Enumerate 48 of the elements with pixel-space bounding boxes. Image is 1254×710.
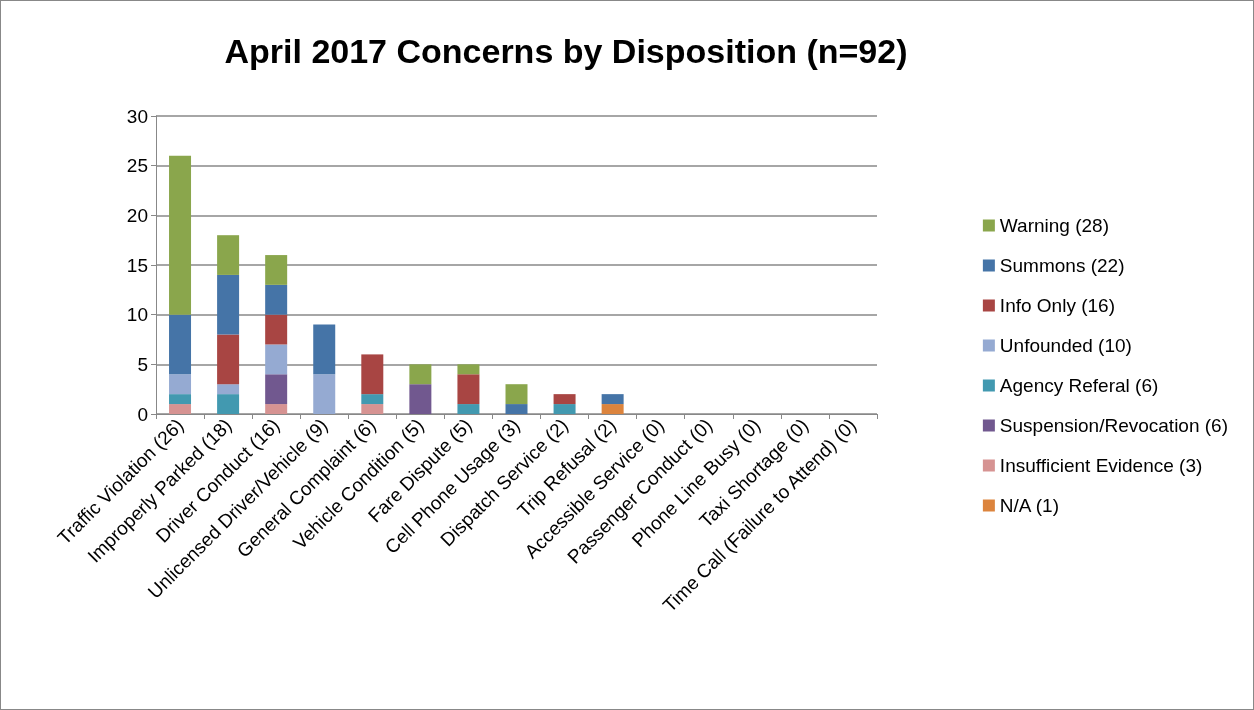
y-tick-label: 0 bbox=[137, 403, 148, 425]
bar bbox=[601, 394, 624, 405]
bar bbox=[409, 364, 432, 385]
bar bbox=[553, 394, 576, 405]
y-tick-label: 20 bbox=[126, 204, 148, 226]
legend-label: Unfounded (10) bbox=[999, 335, 1132, 356]
bar bbox=[265, 255, 288, 285]
legend-label: Warning (28) bbox=[999, 215, 1109, 236]
y-tick-label: 15 bbox=[126, 254, 148, 276]
bar bbox=[457, 374, 480, 405]
bar bbox=[361, 354, 384, 395]
bar bbox=[217, 334, 240, 385]
bar bbox=[601, 404, 624, 414]
legend-label: Info Only (16) bbox=[999, 295, 1115, 316]
bar bbox=[169, 404, 192, 414]
bar bbox=[313, 374, 336, 414]
y-tick-label: 10 bbox=[126, 304, 148, 326]
bar bbox=[505, 404, 528, 414]
bar bbox=[217, 384, 240, 395]
legend-label: Insufficient Evidence (3) bbox=[999, 455, 1203, 476]
bar bbox=[361, 404, 384, 414]
bar bbox=[265, 374, 288, 405]
bar bbox=[265, 314, 288, 345]
legend-label: Agency Referal (6) bbox=[999, 375, 1159, 396]
bar bbox=[361, 394, 384, 405]
chart-title: April 2017 Concerns by Disposition (n=92) bbox=[224, 32, 908, 70]
y-tick-label: 5 bbox=[137, 353, 148, 375]
bar bbox=[553, 404, 576, 414]
legend-label: N/A (1) bbox=[999, 495, 1059, 516]
bar bbox=[217, 235, 240, 275]
bar bbox=[217, 394, 240, 414]
bar bbox=[169, 314, 192, 375]
bar bbox=[169, 155, 192, 315]
bar bbox=[457, 364, 480, 375]
bar bbox=[169, 374, 192, 395]
bar bbox=[169, 394, 192, 405]
y-tick-label: 25 bbox=[126, 155, 148, 177]
bar bbox=[457, 404, 480, 414]
bar bbox=[409, 384, 432, 414]
bar bbox=[313, 324, 336, 375]
bar bbox=[265, 284, 288, 315]
legend-label: Summons (22) bbox=[999, 255, 1125, 276]
bar bbox=[265, 404, 288, 414]
bar bbox=[217, 274, 240, 335]
bar bbox=[265, 344, 288, 375]
legend-label: Suspension/Revocation (6) bbox=[999, 415, 1229, 436]
y-tick-label: 30 bbox=[126, 105, 148, 127]
bar bbox=[505, 384, 528, 405]
